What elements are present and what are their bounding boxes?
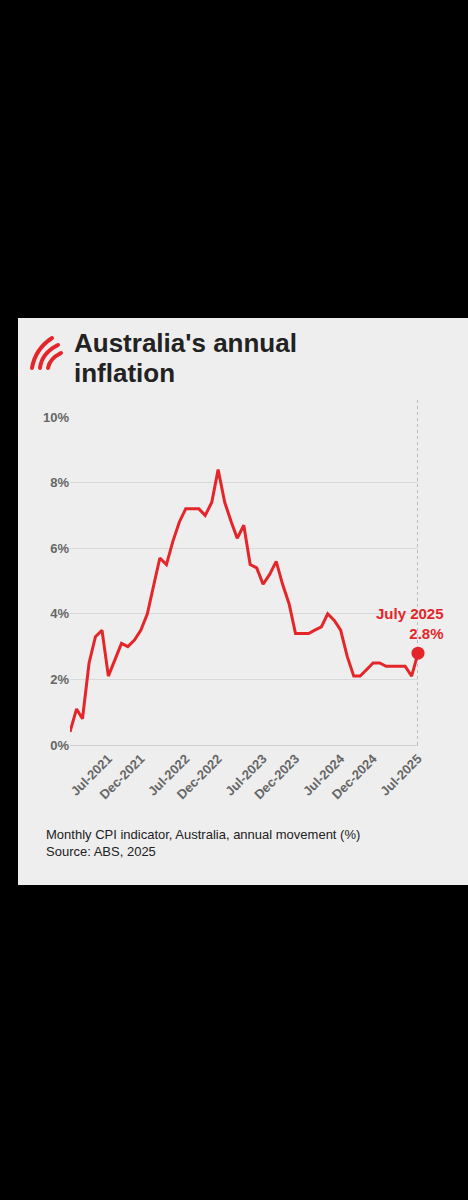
- svg-text:Jul-2025: Jul-2025: [377, 751, 424, 798]
- svg-text:Jul-2022: Jul-2022: [145, 751, 192, 798]
- html-text:Australia's annual inflation: Australia's annual inflation: [74, 328, 297, 388]
- svg-text:Jul-2023: Jul-2023: [222, 751, 269, 798]
- svg-text:Dec-2023: Dec-2023: [251, 751, 302, 802]
- svg-text:2%: 2%: [50, 672, 69, 687]
- svg-text:Jul-2024: Jul-2024: [300, 751, 348, 799]
- svg-text:8%: 8%: [50, 475, 69, 490]
- html-text:Source: ABS, 2025: Source: ABS, 2025: [46, 844, 156, 859]
- html-text:Monthly CPI indicator, Austral: Monthly CPI indicator, Australia, annual…: [46, 827, 361, 842]
- svg-text:Jul-2021: Jul-2021: [68, 751, 115, 798]
- svg-text:Dec-2024: Dec-2024: [329, 751, 381, 803]
- svg-text:Dec-2021: Dec-2021: [97, 751, 148, 802]
- svg-text:July 20252.8%: July 20252.8%: [376, 605, 444, 642]
- svg-text:10%: 10%: [43, 410, 69, 425]
- svg-text:4%: 4%: [50, 606, 69, 621]
- svg-text:6%: 6%: [50, 541, 69, 556]
- svg-text:0%: 0%: [50, 738, 69, 753]
- svg-text:Dec-2022: Dec-2022: [174, 751, 225, 802]
